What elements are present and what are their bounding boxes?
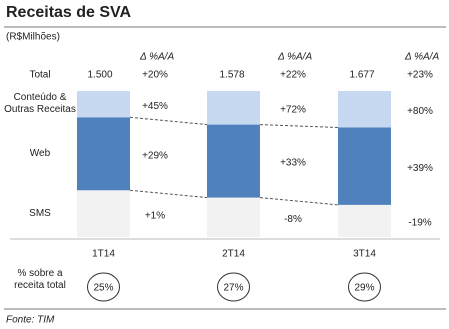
bar-segment [338, 204, 391, 237]
segment-growth: +29% [142, 150, 168, 161]
total-growth: +20% [142, 70, 168, 81]
bar-segment [77, 91, 130, 118]
bar-segment [207, 91, 260, 125]
connector [259, 124, 339, 128]
bar-segment [207, 197, 260, 237]
share-value: 29% [354, 283, 374, 294]
total-value: 1.500 [87, 70, 112, 81]
series-label: SMS [29, 207, 51, 219]
segment-growth: +1% [145, 210, 165, 221]
bar-segment [207, 124, 260, 198]
x-tick-label: 1T14 [92, 249, 115, 260]
segment-growth: +72% [280, 104, 306, 115]
x-tick-label: 3T14 [353, 249, 376, 260]
growth-header: Δ %A/A [277, 52, 312, 63]
connector [129, 189, 208, 199]
chart-title: Receitas de SVA [6, 4, 132, 21]
x-tick-label: 2T14 [222, 249, 245, 260]
series-label: Web [29, 147, 51, 159]
share-value: 27% [223, 283, 243, 294]
total-growth: +23% [407, 70, 433, 81]
subtitle: (R$Milhões) [6, 32, 60, 43]
series-label: Conteúdo & Outras Receitas [4, 92, 76, 116]
segment-growth: +33% [280, 158, 306, 169]
total-label: Total [29, 70, 50, 81]
total-value: 1.677 [349, 70, 374, 81]
connector [129, 116, 208, 126]
share-value: 25% [93, 283, 113, 294]
segment-growth: +39% [407, 163, 433, 174]
growth-header: Δ %A/A [139, 52, 174, 63]
growth-header: Δ %A/A [404, 52, 439, 63]
segment-growth: +80% [407, 106, 433, 117]
share-circle [217, 272, 250, 302]
segment-growth: -19% [408, 218, 431, 229]
share-circle [348, 272, 381, 302]
share-label: % sobre a receita total [14, 268, 66, 291]
bar-segment [338, 91, 391, 128]
segment-growth: +45% [142, 101, 168, 112]
source: Fonte: TIM [6, 315, 55, 326]
bar-segment [77, 117, 130, 191]
total-value: 1.578 [219, 70, 244, 81]
total-growth: +22% [280, 70, 306, 81]
segment-growth: -8% [284, 214, 302, 225]
share-circle [87, 272, 120, 302]
bar-segment [77, 190, 130, 237]
connector [259, 197, 339, 206]
bar-segment [338, 127, 391, 205]
